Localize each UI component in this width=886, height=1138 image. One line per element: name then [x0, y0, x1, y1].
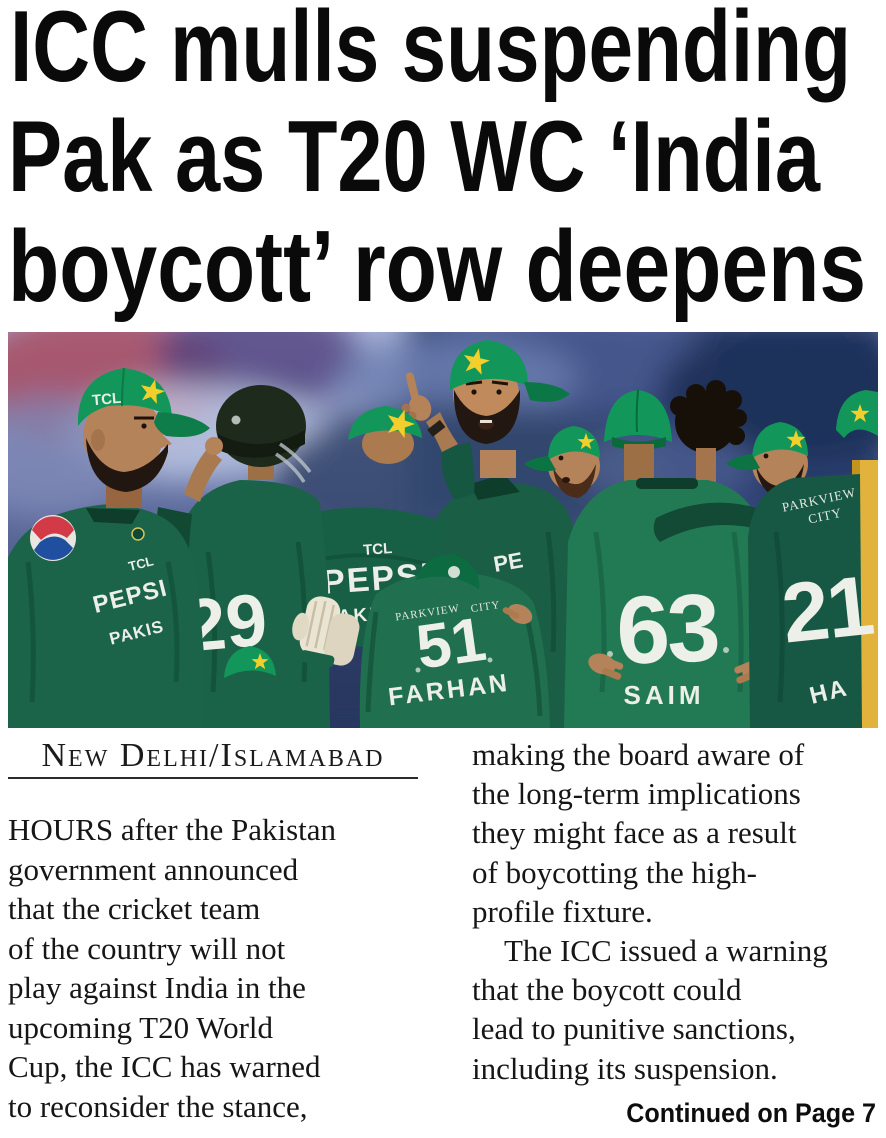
- body-line: they might face as a result: [472, 815, 797, 851]
- cap-tcl-label: TCL: [91, 390, 122, 409]
- player-21: PARKVIEW CITY 21 HA: [748, 390, 878, 728]
- jersey-tcl-label: TCL: [127, 553, 155, 574]
- body-line: HOURS after the Pakistan: [8, 812, 337, 847]
- cap-back-logo-icon: [448, 566, 460, 578]
- cap-star-icon: [786, 430, 806, 449]
- team-crest-icon: [131, 527, 145, 541]
- body-line: to reconsider the stance,: [8, 1088, 308, 1124]
- body-line: including its suspension.: [472, 1050, 778, 1086]
- body-line: government announced: [8, 851, 299, 887]
- sleeve-city-label: CITY: [807, 505, 844, 527]
- cap-star-icon: [463, 348, 490, 375]
- body-line: lead to punitive sanctions,: [472, 1011, 796, 1047]
- player-51-farhan: PARKVIEW CITY 51 FARHAN: [359, 554, 550, 728]
- hand-on-waist-left: [588, 653, 624, 680]
- headline-line-1: ICC mulls suspending: [10, 0, 851, 103]
- jersey-tcl-label: TCL: [363, 540, 393, 559]
- pepsi-roundel-logo: [30, 515, 76, 561]
- body-column-left: HOURS after the Pakistan government anno…: [8, 810, 420, 1126]
- body-line: that the cricket team: [8, 891, 261, 926]
- body-line: The ICC issued a warning: [504, 933, 828, 969]
- jersey-number-63: 63: [615, 574, 719, 684]
- headline: ICC mulls suspending Pak as T20 WC ‘Indi…: [8, 0, 866, 323]
- body-line: upcoming T20 World: [8, 1009, 274, 1045]
- jersey-number-21: 21: [778, 558, 877, 661]
- dateline-rule: [8, 777, 418, 779]
- body-column-right: making the board aware of the long-term …: [472, 735, 880, 1088]
- body-line: of the country will not: [8, 930, 286, 966]
- jersey-sponsor-partial: PE: [492, 547, 525, 577]
- headline-line-2: Pak as T20 WC ‘India: [8, 101, 821, 213]
- photo-team-huddle: PE TCL PEPS: [8, 332, 878, 728]
- body-line: the long-term implications: [472, 776, 801, 812]
- player-left-tcl: TCL TCL PEPSI PAKIS: [8, 367, 210, 728]
- headline-line-3: boycott’ row deepens: [8, 211, 866, 323]
- wicketkeeper-gloves: [292, 596, 360, 668]
- player-cap-back: [604, 389, 672, 484]
- body-line: that the boycott could: [472, 972, 742, 1008]
- cap-star-icon: [577, 433, 595, 450]
- body-line: of boycotting the high-: [472, 854, 757, 890]
- cap-star-icon: [251, 653, 269, 670]
- player-helmet-29: 29: [178, 385, 330, 728]
- cap-star-icon: [387, 409, 415, 439]
- player-63-saim: 63 SAIM: [564, 478, 770, 728]
- cap-star-icon: [850, 404, 870, 423]
- body-line: play against India in the: [8, 970, 306, 1005]
- photo-image: PE TCL PEPS: [8, 332, 878, 728]
- body-line: profile fixture.: [472, 893, 653, 929]
- body-line: making the board aware of: [472, 737, 805, 772]
- jersey-name-saim: SAIM: [624, 680, 705, 710]
- hand-on-back: [502, 603, 533, 625]
- body-line: Cup, the ICC has warned: [8, 1049, 321, 1084]
- player-curly-hair: [670, 380, 747, 482]
- player-back-center-left: [524, 426, 600, 498]
- jersey-number-51: 51: [412, 605, 490, 683]
- sleeve-city-label: CITY: [470, 599, 501, 615]
- continued-on-page-note: Continued on Page 7: [626, 1098, 876, 1128]
- cap-star-icon: [140, 379, 165, 405]
- dateline: New Delhi/Islamabad: [41, 737, 385, 774]
- dateline-block: New Delhi/Islamabad: [8, 737, 418, 779]
